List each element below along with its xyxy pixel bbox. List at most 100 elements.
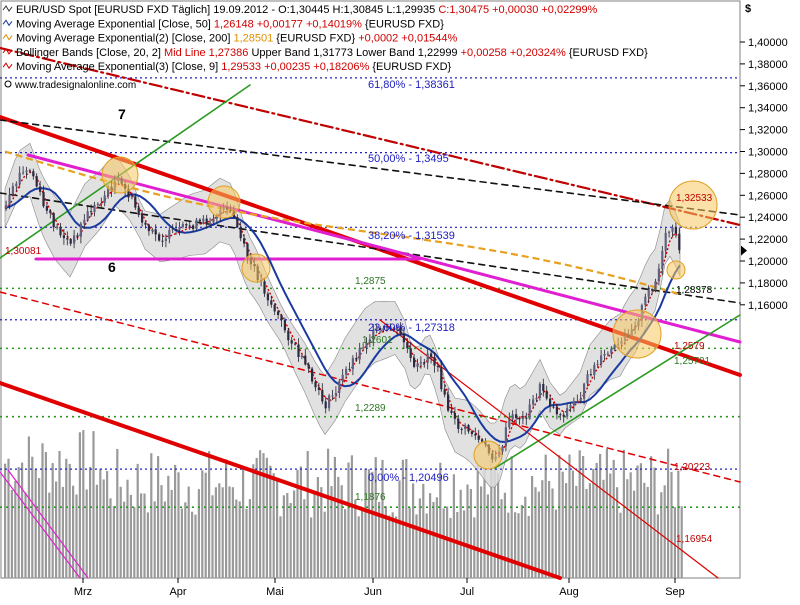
x-tick-label: Sep [665, 586, 685, 598]
volume-bar [102, 479, 105, 578]
candle-body [28, 170, 31, 172]
x-tick-label: Mrz [74, 586, 92, 598]
volume-bar [374, 457, 377, 578]
volume-bar [306, 451, 309, 578]
legend-swatch [2, 48, 13, 55]
candle-body [586, 374, 589, 384]
candle-body [372, 329, 375, 340]
volume-bar [439, 462, 442, 578]
volume-bar [565, 483, 568, 578]
dashdot-upper-line [0, 46, 742, 227]
volume-bar [55, 481, 58, 578]
candle-body [559, 414, 562, 416]
legend-text-part: +0,00258 +0,20324% [461, 47, 566, 59]
magenta-trendline [26, 153, 742, 344]
candle-body [606, 353, 609, 355]
candle-body [280, 315, 283, 320]
volume-bar [585, 488, 588, 578]
watermark-icon [4, 80, 12, 88]
volume-bar [405, 459, 408, 578]
candle-body [90, 211, 93, 213]
price-label: 1,25701 [674, 356, 711, 367]
volume-bar [639, 463, 642, 578]
candle-body [664, 232, 667, 251]
axes: 1,40000 1,38000 1,36000 1,34000 1,32000 1,300… [74, 3, 788, 598]
volume-bar [197, 489, 200, 578]
volume-bar [391, 512, 394, 578]
candle-body [273, 304, 276, 312]
candle-body [304, 355, 307, 365]
volume-bar [167, 475, 170, 578]
candle-body [416, 363, 419, 367]
volume-bar [544, 454, 547, 578]
volume-bar [626, 479, 629, 578]
candle-body [644, 296, 647, 306]
volume-bar [609, 473, 612, 578]
volume-bar [602, 479, 605, 578]
candle-body [657, 268, 660, 282]
volume-bar [469, 489, 472, 578]
volume-bar [72, 485, 75, 578]
candle-body [419, 362, 422, 364]
highlight-circle [473, 440, 503, 470]
candle-body [674, 227, 677, 234]
legend-swatch [2, 33, 13, 41]
candle-body [314, 381, 317, 388]
candle-body [137, 207, 140, 215]
candle-body [103, 195, 106, 203]
candle-body [532, 399, 535, 405]
candle-body [341, 374, 344, 381]
candle-body [596, 363, 599, 365]
candle-body [270, 300, 273, 305]
x-tick-label: Apr [169, 586, 186, 598]
candle-body [504, 427, 507, 447]
volume-bar [293, 490, 296, 578]
legend-text-part: {EURUSD FXD} [369, 61, 451, 73]
volume-bar [218, 483, 221, 578]
level-labels: 61,80% - 1,38361 50,00% - 1,3495 38,20% - … [5, 79, 713, 545]
candle-body [164, 238, 167, 241]
candle-body [59, 226, 62, 236]
legend-text-part: 1,29533 +0,00235 +0,18206% [221, 61, 369, 73]
legend-text-part: C:1,30475 +0,00030 +0,02299% [438, 4, 597, 16]
candle-body [49, 210, 52, 214]
y-tick-label: 1,34000 [748, 103, 788, 115]
volume-bar [524, 496, 527, 578]
volume-bar [503, 492, 506, 578]
candle-body [45, 206, 48, 211]
highlight-circle [612, 309, 662, 359]
candle-body [433, 357, 436, 366]
highlight-circle [207, 185, 241, 219]
volume-bar [24, 492, 27, 578]
volume-bar [680, 506, 683, 578]
candle-body [96, 203, 99, 205]
volume-bar [514, 512, 517, 578]
volume-bar [65, 458, 68, 578]
volume-bar [582, 456, 585, 578]
candle-body [583, 383, 586, 399]
volume-bar [384, 506, 387, 578]
volume-bar [58, 451, 61, 578]
volume-bar [140, 493, 143, 578]
candle-body [212, 218, 215, 223]
candle-body [324, 401, 327, 409]
volume-bar [337, 476, 340, 578]
volume-bar [153, 501, 156, 578]
volume-bar [323, 511, 326, 578]
legend-swatch [2, 5, 13, 12]
candle-body [453, 412, 456, 419]
volume-bar [143, 493, 146, 578]
candle-body [69, 239, 72, 244]
moving-averages [4, 150, 681, 455]
highlight-circles [101, 156, 718, 470]
volume-bar [191, 511, 194, 578]
candle-body [589, 374, 592, 376]
candle-body [5, 205, 8, 208]
volume-bar [442, 508, 445, 578]
volume-bar [633, 490, 636, 578]
volume-bar [310, 517, 313, 578]
volume-bar [299, 466, 302, 578]
volume-bar [388, 515, 391, 578]
candle-body [331, 395, 334, 397]
